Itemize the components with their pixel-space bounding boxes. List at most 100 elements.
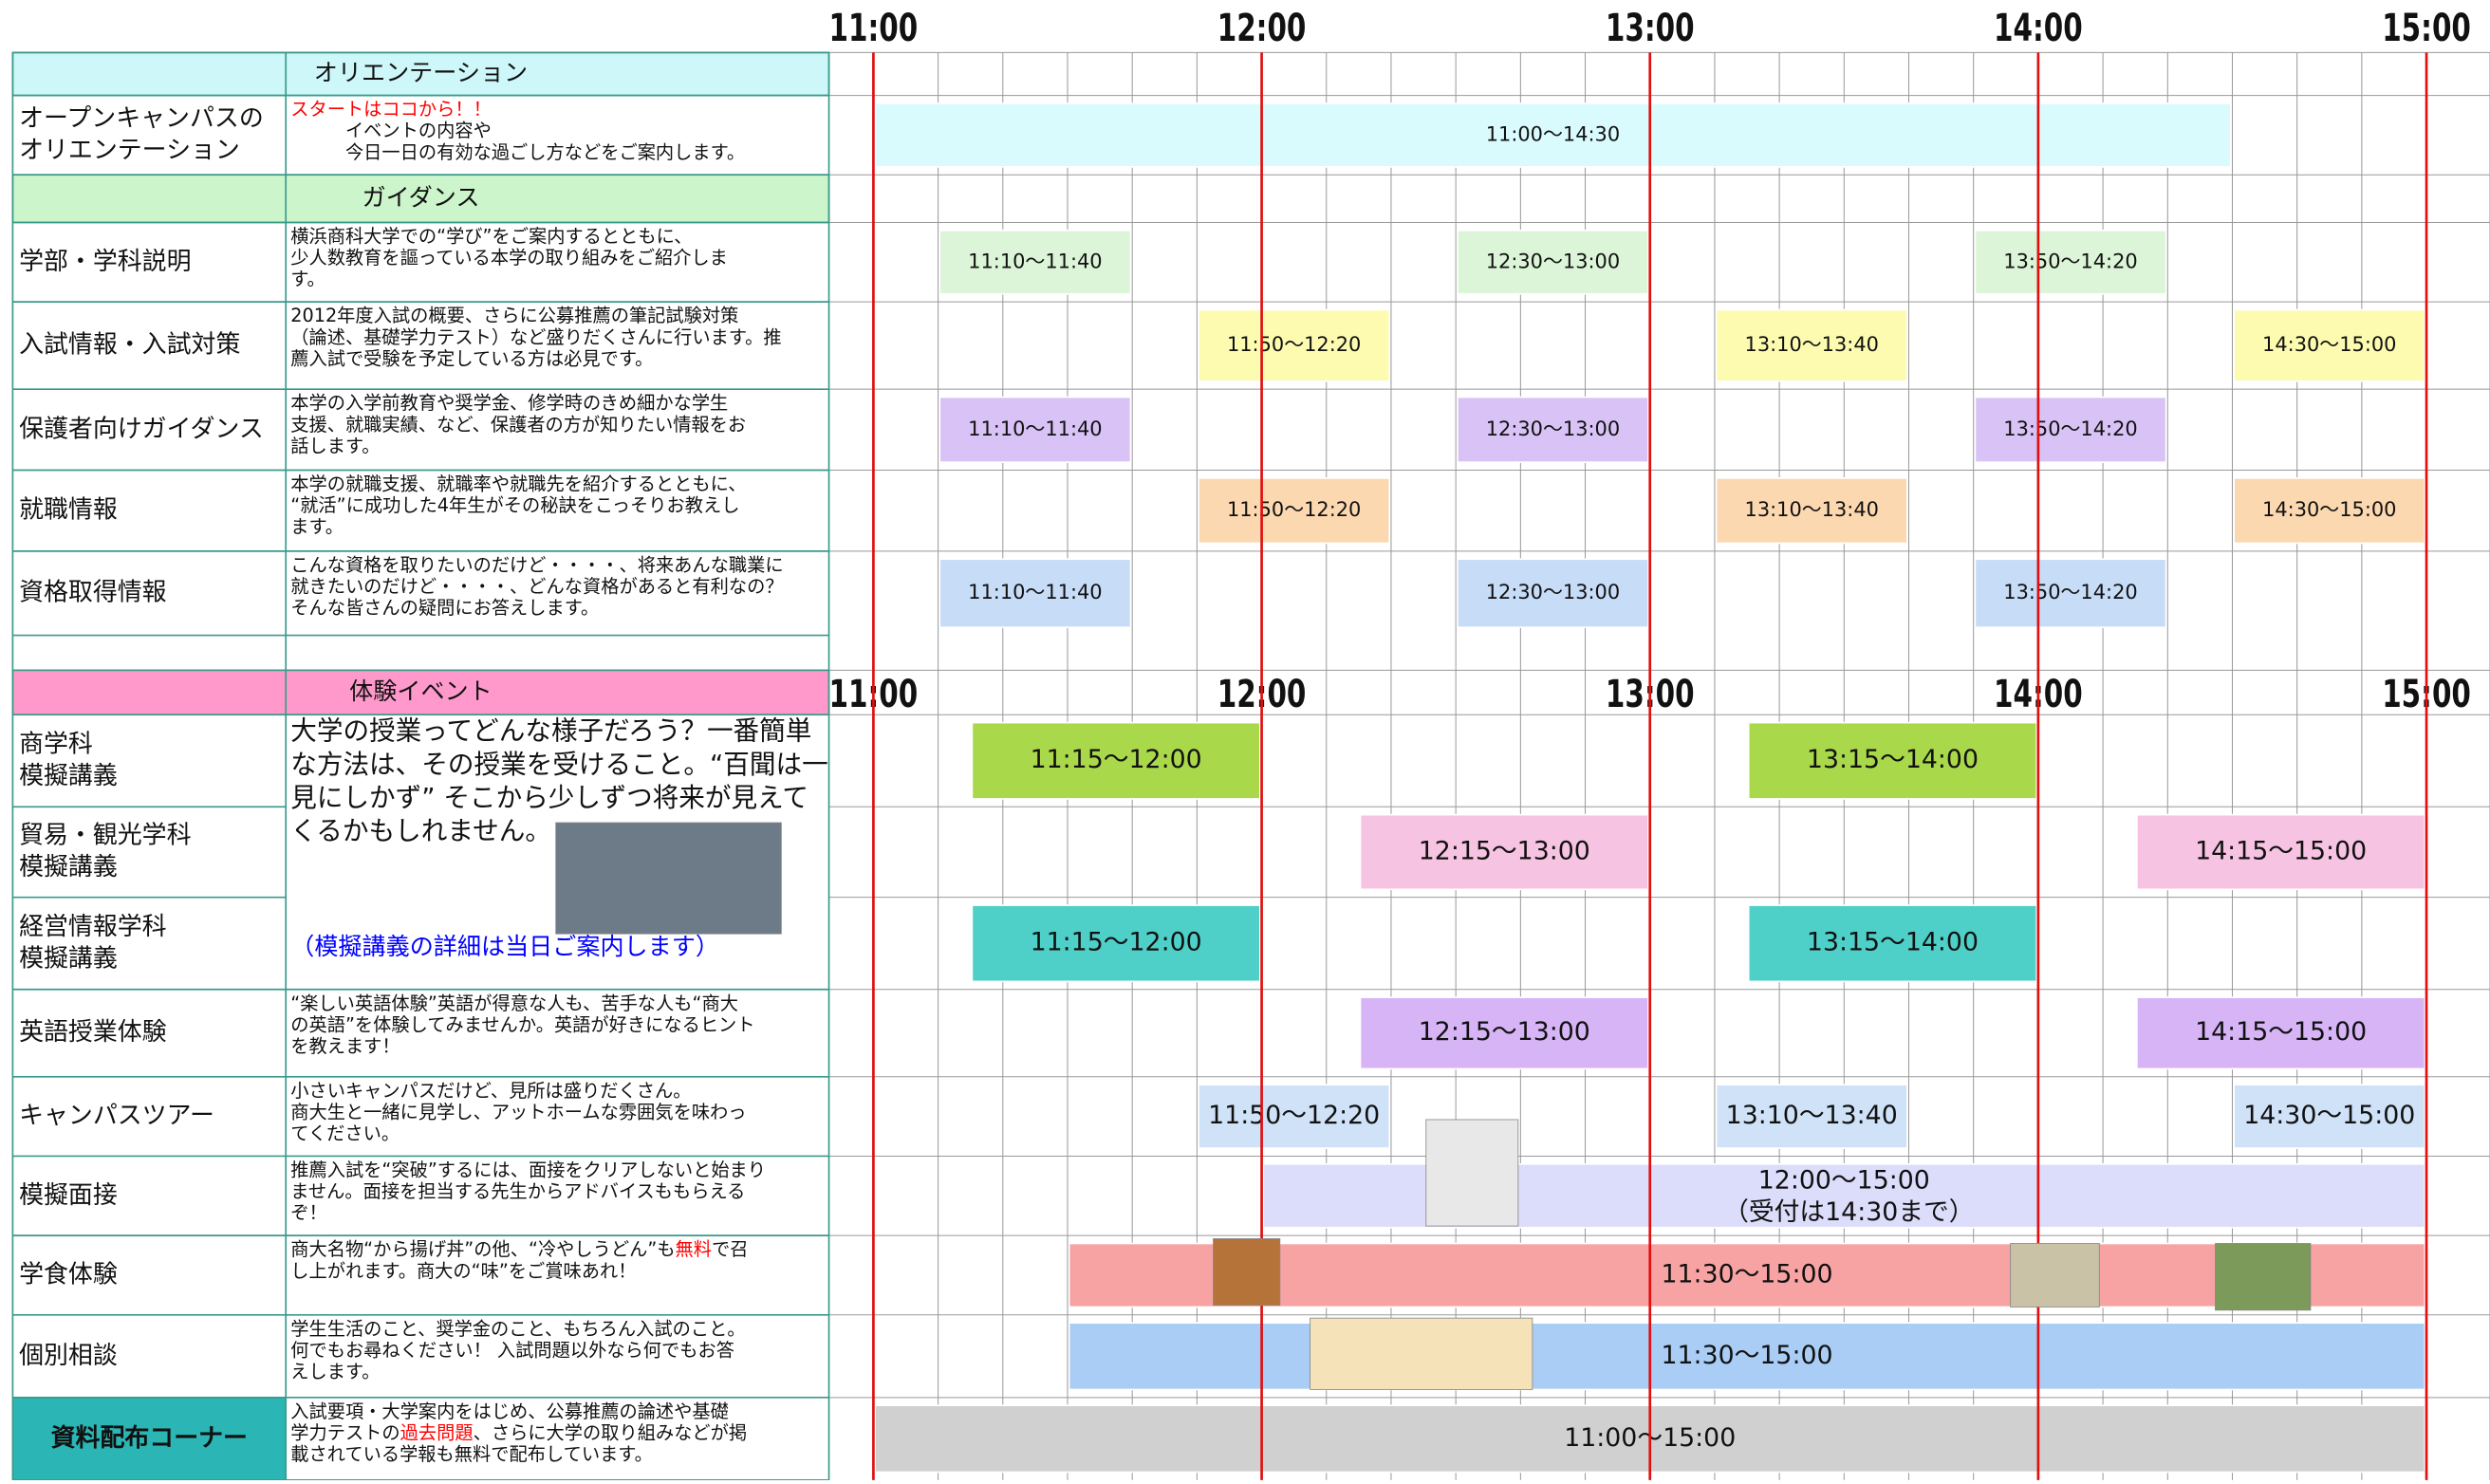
description-span: 今日一日の有効な過ごし方などをご案内します。 [290, 140, 745, 162]
slot-label: 12:30〜13:00 [1486, 581, 1620, 603]
description: （論述、基礎学力テスト）など盛りだくさんに行います。推 [290, 325, 781, 347]
time-slot [938, 396, 1132, 463]
description-span: 薦入試で受験を予定している方は必見です。 [290, 347, 653, 369]
description-span: そんな皆さんの疑問にお答えします。 [290, 597, 599, 619]
slot-label: 12:15〜13:00 [1419, 1017, 1590, 1047]
note-span: （模擬講義の詳細は当日ご案内します） [290, 933, 719, 960]
row-label: 模擬講義 [19, 853, 118, 881]
description-span: 学生生活のこと、奨学金のこと、もちろん入試のこと。 [290, 1317, 745, 1339]
description-span: の英語”を体験してみませんか。英語が好きになるヒント [290, 1013, 754, 1035]
row-label: 資料配布コーナー [51, 1424, 248, 1453]
description: 本学の就職支援、就職率や就職先を紹介するとともに、 [290, 473, 746, 494]
description-span: “就活”に成功した4年生がその秘訣をこっそりお教えし [290, 494, 739, 516]
section-title: オリエンテーション [314, 59, 528, 86]
description: な方法は、その授業を受けること。“百聞は一 [290, 749, 828, 780]
slot-label: 11:50〜12:20 [1227, 333, 1361, 356]
slot-label: 13:50〜14:20 [2003, 581, 2137, 603]
description: えします。 [290, 1361, 380, 1382]
description-span: えします。 [290, 1361, 380, 1382]
description-span: す。 [290, 268, 325, 289]
description: 支援、就職実績、など、保護者の方が知りたい情報をお [290, 413, 746, 435]
row-label: 個別相談 [19, 1342, 118, 1370]
description: “就活”に成功した4年生がその秘訣をこっそりお教えし [290, 494, 739, 516]
description: そんな皆さんの疑問にお答えします。 [290, 597, 599, 619]
slot-label: 11:50〜12:20 [1208, 1101, 1380, 1130]
time-slot [1198, 1084, 1391, 1149]
slot-label: 13:15〜14:00 [1807, 928, 1979, 957]
description-span: 横浜商科大学での“学び”をご案内するとともに、 [290, 225, 692, 247]
row-label: 経営情報学科 [19, 913, 167, 941]
description: 薦入試で受験を予定している方は必見です。 [290, 347, 653, 369]
slot-label: 12:30〜13:00 [1486, 250, 1620, 272]
photo [2010, 1243, 2100, 1308]
time-slot [2233, 308, 2426, 382]
description: 大学の授業ってどんな様子だろう？一番簡単 [290, 715, 811, 747]
slot-label: 11:15〜12:00 [1031, 745, 1202, 774]
description-span: “楽しい英語体験”英語が得意な人も、苦手な人も“商大 [290, 992, 738, 1013]
description-span: 無料 [676, 1238, 712, 1260]
description: こんな資格を取りたいのだけど・・・・、将来あんな職業に [290, 553, 783, 575]
row-label: 英語授業体験 [19, 1018, 167, 1047]
description-span: ません。面接を担当する先生からアドバイスももらえる [290, 1180, 745, 1202]
description: 商大生と一緒に見学し、アットホームな雰囲気を味わっ [290, 1101, 746, 1122]
time-slot [1456, 229, 1649, 295]
description-span: で召 [712, 1238, 748, 1260]
description-span: な方法は、その授業を受けること。“百聞は一 [290, 749, 828, 780]
time-label: 13:00 [1606, 6, 1695, 50]
description: 何でもお尋ねください！ 入試問題以外なら何でもお答 [290, 1339, 734, 1361]
time-slot [1715, 308, 1908, 382]
row-label: オリエンテーション [19, 137, 240, 165]
description: 入試要項・大学案内をはじめ、公募推薦の論述や基礎 [290, 1400, 729, 1421]
time-slot [874, 102, 2232, 168]
description-span: ます。 [290, 515, 344, 537]
slot-label: 13:10〜13:40 [1745, 333, 1879, 356]
time-slot [971, 904, 1261, 983]
description: くるかもしれません。 [290, 815, 551, 846]
description-span: くるかもしれません。 [290, 815, 551, 846]
description: 横浜商科大学での“学び”をご案内するとともに、 [290, 225, 692, 247]
time-label: 14:00 [1994, 6, 2083, 50]
time-label: 15:00 [2382, 6, 2471, 50]
description: す。 [290, 268, 325, 289]
slot-label: 11:30〜15:00 [1662, 1259, 1833, 1289]
time-slot [1359, 996, 1649, 1070]
row-label: 就職情報 [19, 496, 118, 525]
description: を教えます！ [290, 1034, 400, 1056]
time-slot [1715, 1084, 1908, 1149]
description: 本学の入学前教育や奨学金、修学時のきめ細かな学生 [290, 392, 728, 414]
time-slot [938, 229, 1132, 295]
description-span: 推薦入試を“突破”するには、面接をクリアしないと始まり [290, 1159, 766, 1180]
time-slot [1456, 558, 1649, 629]
description: イベントの内容や [290, 120, 492, 141]
section-header [11, 669, 830, 716]
description-span: 見にしかず” そこから少しずつ将来が見えて [290, 782, 808, 813]
time-slot [1198, 308, 1391, 382]
description: ます。 [290, 515, 344, 537]
description-span: 話します。 [290, 435, 380, 456]
slot-label: 14:15〜15:00 [2195, 1017, 2367, 1047]
time-slot [1974, 396, 2167, 463]
description-span: こんな資格を取りたいのだけど・・・・、将来あんな職業に [290, 553, 783, 575]
description: 話します。 [290, 435, 380, 456]
section-header [11, 51, 830, 97]
slot-label: 14:15〜15:00 [2195, 836, 2367, 865]
time-label: 11:00 [829, 6, 919, 50]
section-title: 体験イベント [349, 677, 492, 705]
slot-label: 12:00〜15:00 [1758, 1166, 1930, 1196]
description: 今日一日の有効な過ごし方などをご案内します。 [290, 140, 745, 162]
slot-note: （受付は14:30まで） [1723, 1197, 1975, 1227]
row-label: 学食体験 [19, 1260, 118, 1289]
time-slot [1456, 396, 1649, 463]
description: 商大名物“から揚げ丼”の他、“冷やしうどん”も無料で召 [290, 1238, 748, 1260]
slot-label: 11:50〜12:20 [1227, 498, 1361, 521]
slot-label: 11:10〜11:40 [968, 417, 1102, 440]
photo [2215, 1243, 2312, 1311]
slot-label: 11:30〜15:00 [1662, 1341, 1833, 1370]
photo [1425, 1119, 1519, 1227]
description-span: 商大生と一緒に見学し、アットホームな雰囲気を味わっ [290, 1101, 746, 1122]
row-label: 学部・学科説明 [19, 248, 191, 276]
description: 少人数教育を謳っている本学の取り組みをご紹介しま [290, 247, 728, 269]
description-span: 小さいキャンパスだけど、見所は盛りだくさん。 [290, 1079, 691, 1101]
